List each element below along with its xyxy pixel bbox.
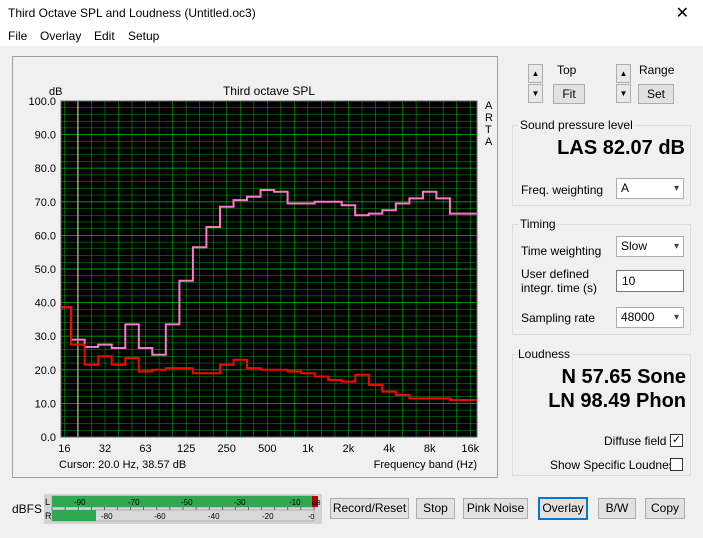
time-weighting-value: Slow	[621, 239, 648, 253]
overlay-button[interactable]: Overlay	[538, 497, 588, 520]
loudness-group-title: Loudness	[516, 347, 573, 361]
meter-tick-top-2: -50	[181, 498, 193, 507]
spl-chart[interactable]: 100.0 90.0 80.0 70.0 60.0 50.0 40.0 30.0 20.0 10.…	[13, 57, 499, 479]
stop-button[interactable]: Stop	[416, 498, 455, 519]
meter-channel-r: R	[45, 511, 52, 521]
copy-button[interactable]: Copy	[645, 498, 685, 519]
integration-time-input[interactable]: 10	[616, 270, 684, 292]
arta-label: A	[485, 136, 493, 148]
menu-bar: File Overlay Edit Setup	[0, 27, 703, 46]
meter-channel-l: L	[45, 497, 50, 507]
menu-overlay[interactable]: Overlay	[40, 29, 82, 43]
meter-tick-top-3: -30	[234, 498, 246, 507]
arta-label: R	[485, 112, 493, 124]
diffuse-field-checkbox[interactable]: ✓	[670, 434, 683, 447]
range-label: Range	[639, 63, 675, 77]
top-spin-down[interactable]: ▼	[528, 84, 543, 103]
timing-group	[512, 224, 691, 335]
chart-title: Third octave SPL	[223, 84, 315, 98]
diffuse-field-label: Diffuse field	[604, 434, 667, 448]
loudness-phon: LN 98.49 Phon	[548, 390, 686, 412]
menu-edit[interactable]: Edit	[94, 29, 115, 43]
meter-db-mark: dB	[312, 500, 321, 507]
y-tick-label: 10.0	[35, 398, 56, 410]
range-spin-up[interactable]: ▲	[616, 64, 631, 83]
chevron-down-icon: ▾	[673, 183, 679, 194]
x-tick-label: 4k	[383, 443, 395, 455]
x-axis-label: Frequency band (Hz)	[374, 459, 477, 471]
x-tick-label: 500	[258, 443, 276, 455]
title-bar: Third Octave SPL and Loudness (Untitled.…	[0, 0, 703, 27]
loudness-sone: N 57.65 Sone	[561, 366, 686, 388]
arta-label: A	[485, 100, 493, 112]
time-weighting-select[interactable]: Slow ▾	[616, 236, 684, 257]
x-tick-label: 16k	[461, 443, 479, 455]
x-tick-label: 125	[177, 443, 195, 455]
y-tick-label: 80.0	[35, 163, 56, 175]
chevron-down-icon: ▾	[673, 312, 679, 323]
cursor-readout: Cursor: 20.0 Hz, 38.57 dB	[59, 459, 186, 471]
spl-value: LAS 82.07 dB	[557, 137, 685, 159]
meter-tick-bottom-3: -20	[262, 512, 274, 521]
y-tick-label: 100.0	[28, 96, 56, 108]
x-tick-label: 32	[99, 443, 111, 455]
timing-group-title: Timing	[518, 217, 558, 231]
series-line-0	[60, 189, 477, 356]
show-specific-loudness-label: Show Specific Loudness	[550, 458, 681, 472]
pink-noise-button[interactable]: Pink Noise	[463, 498, 528, 519]
dbfs-label: dBFS	[12, 502, 43, 516]
y-tick-label: 70.0	[35, 197, 56, 209]
top-spin-up[interactable]: ▲	[528, 64, 543, 83]
x-tick-label: 250	[218, 443, 236, 455]
y-tick-label: 90.0	[35, 130, 56, 142]
plot-border	[60, 100, 478, 438]
freq-weighting-label: Freq. weighting	[521, 183, 604, 197]
meter-tick-bottom-2: -40	[208, 512, 220, 521]
y-tick-label: 0.0	[41, 432, 56, 444]
y-tick-label: 30.0	[35, 331, 56, 343]
meter-tick-bottom-1: -60	[154, 512, 166, 521]
y-tick-label: 50.0	[35, 264, 56, 276]
meter-tick-top-0: -90	[74, 498, 86, 507]
set-button[interactable]: Set	[638, 84, 674, 104]
menu-setup[interactable]: Setup	[128, 29, 160, 43]
meter-tick-bottom-0: -80	[101, 512, 113, 521]
record-reset-button[interactable]: Record/Reset	[330, 498, 409, 519]
range-spin-down[interactable]: ▼	[616, 84, 631, 103]
user-defined-label-1: User defined	[521, 267, 590, 281]
show-specific-loudness-checkbox[interactable]	[670, 458, 683, 471]
y-tick-label: 20.0	[35, 365, 56, 377]
y-tick-label: 40.0	[35, 298, 56, 310]
level-meter: L R -90 -70 -50 -30 -10 -80 -60 -40 -20 …	[44, 494, 322, 524]
close-icon[interactable]: ✕	[675, 5, 689, 22]
x-tick-label: 2k	[343, 443, 355, 455]
meter-tick-top-4: -10	[289, 498, 301, 507]
loudness-group	[512, 354, 691, 476]
sampling-rate-select[interactable]: 48000 ▾	[616, 307, 684, 328]
meter-tick-top-1: -70	[128, 498, 140, 507]
bw-button[interactable]: B/W	[598, 498, 636, 519]
freq-weighting-select[interactable]: A ▾	[616, 178, 684, 199]
window-title: Third Octave SPL and Loudness (Untitled.…	[8, 6, 256, 20]
chevron-down-icon: ▾	[673, 241, 679, 252]
x-tick-label: 1k	[302, 443, 314, 455]
sampling-rate-label: Sampling rate	[521, 311, 596, 325]
meter-tick-bottom-4: -0	[308, 514, 314, 521]
user-defined-label-2: integr. time (s)	[521, 281, 598, 295]
fit-button[interactable]: Fit	[553, 84, 585, 104]
freq-weighting-value: A	[621, 181, 630, 195]
y-tick-label: 60.0	[35, 230, 56, 242]
spl-group-title: Sound pressure level	[518, 118, 635, 132]
x-tick-label: 16	[58, 443, 70, 455]
x-tick-label: 8k	[424, 443, 436, 455]
menu-file[interactable]: File	[8, 29, 28, 43]
spl-chart-panel: 100.0 90.0 80.0 70.0 60.0 50.0 40.0 30.0 20.0 10.…	[12, 56, 498, 478]
sampling-rate-value: 48000	[621, 310, 655, 324]
arta-label: T	[485, 124, 492, 136]
x-tick-label: 63	[139, 443, 151, 455]
time-weighting-label: Time weighting	[521, 244, 602, 258]
y-axis-unit: dB	[49, 86, 62, 98]
top-label: Top	[557, 63, 577, 77]
series-line-1	[60, 306, 477, 401]
